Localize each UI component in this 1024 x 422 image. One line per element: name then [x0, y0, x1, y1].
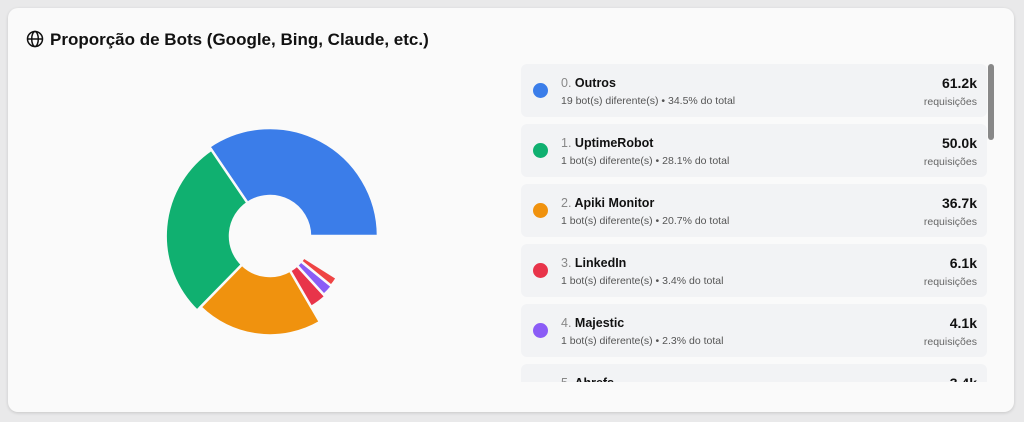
bot-name-line: 3. LinkedIn [561, 256, 626, 270]
requests-unit: requisições [923, 336, 977, 348]
bot-rank: 1. [561, 136, 572, 150]
bot-details: 19 bot(s) diferente(s) • 34.5% do total [561, 95, 736, 107]
bot-share: 28.1% do total [662, 155, 730, 167]
bot-name-line: 1. UptimeRobot [561, 136, 653, 150]
bot-row: 5. Ahrefs 3.4k [521, 364, 987, 382]
bot-name: Apiki Monitor [574, 196, 655, 210]
color-dot [533, 83, 548, 98]
bot-rank: 0. [561, 76, 572, 90]
requests-unit: requisições [923, 276, 977, 288]
bot-count: 1 bot(s) diferente(s) [561, 215, 653, 227]
bot-row: 4. Majestic 1 bot(s) diferente(s) • 2.3% … [521, 304, 987, 357]
bot-share: 34.5% do total [667, 95, 736, 107]
color-dot [533, 143, 548, 158]
bot-row: 2. Apiki Monitor 1 bot(s) diferente(s) • … [521, 184, 987, 237]
bot-name-line: 2. Apiki Monitor [561, 196, 654, 210]
bot-name: LinkedIn [574, 256, 627, 270]
bot-details: 1 bot(s) diferente(s) • 3.4% do total [561, 275, 724, 287]
bot-share: 3.4% do total [662, 275, 724, 287]
color-dot [533, 203, 548, 218]
donut-slice[interactable] [198, 262, 322, 337]
bot-name: Majestic [574, 316, 625, 330]
bot-count: 1 bot(s) diferente(s) [561, 155, 653, 167]
bot-details: 1 bot(s) diferente(s) • 20.7% do total [561, 215, 730, 227]
donut-slice[interactable] [299, 255, 339, 288]
donut-slice[interactable] [164, 147, 250, 313]
requests-unit: requisições [923, 216, 977, 228]
donut-chart [164, 126, 380, 337]
bot-name-line: 4. Majestic [561, 316, 624, 330]
bot-count: 1 bot(s) diferente(s) [561, 335, 653, 347]
donut-slice[interactable] [207, 126, 380, 238]
bot-share: 2.3% do total [662, 335, 724, 347]
bot-rank: 5. [561, 376, 571, 382]
bot-count: 1 bot(s) diferente(s) [561, 275, 653, 287]
card: Proporção de Bots (Google, Bing, Claude,… [8, 8, 1014, 412]
color-dot [533, 263, 548, 278]
bot-name: Outros [574, 76, 616, 90]
bot-share: 20.7% do total [662, 215, 730, 227]
bot-details: 1 bot(s) diferente(s) • 28.1% do total [561, 155, 730, 167]
donut-slice[interactable] [288, 263, 328, 309]
bot-name-line: 0. Outros [561, 76, 616, 90]
requests: 50.0k [941, 135, 977, 151]
card-title: Proporção de Bots (Google, Bing, Claude,… [50, 30, 429, 49]
requests: 36.7k [941, 195, 977, 211]
scrollbar[interactable] [988, 64, 994, 140]
bot-rank: 2. [561, 196, 572, 210]
bot-details: 1 bot(s) diferente(s) • 2.3% do total [561, 335, 724, 347]
bot-rank: 4. [561, 316, 572, 330]
globe-icon [26, 30, 44, 48]
bot-row: 0. Outros 19 bot(s) diferente(s) • 34.5% … [521, 64, 987, 117]
color-dot [533, 323, 548, 338]
requests: 3.4k [950, 375, 977, 382]
bot-name: UptimeRobot [574, 136, 654, 150]
bot-list: 0. Outros 19 bot(s) diferente(s) • 34.5% … [521, 64, 987, 382]
requests: 4.1k [949, 315, 977, 331]
bot-name: Ahrefs [574, 376, 614, 382]
bot-count: 19 bot(s) diferente(s) [561, 95, 659, 107]
requests-unit: requisições [923, 96, 977, 108]
requests: 61.2k [941, 75, 977, 91]
bot-name-line: 5. Ahrefs [561, 376, 614, 382]
bot-row: 3. LinkedIn 1 bot(s) diferente(s) • 3.4% … [521, 244, 987, 297]
requests: 6.1k [949, 255, 977, 271]
requests-unit: requisições [923, 156, 977, 168]
bot-rank: 3. [561, 256, 572, 270]
bot-row: 1. UptimeRobot 1 bot(s) diferente(s) • 28… [521, 124, 987, 177]
